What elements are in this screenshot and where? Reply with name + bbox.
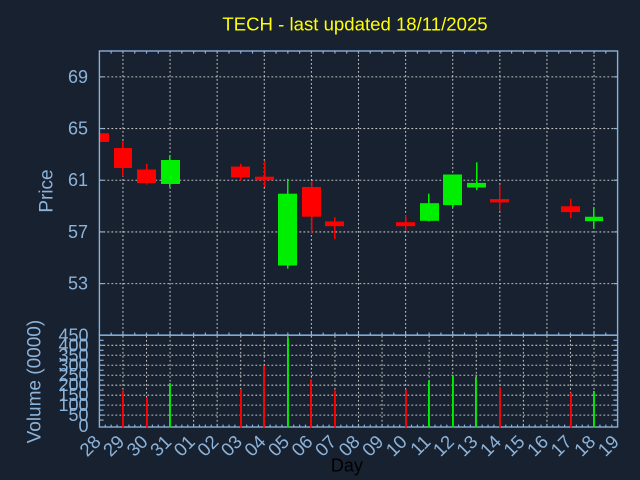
- svg-text:350: 350: [58, 345, 88, 365]
- svg-text:0: 0: [78, 416, 88, 436]
- svg-text:150: 150: [58, 385, 88, 405]
- svg-text:100: 100: [58, 395, 88, 415]
- svg-text:Price: Price: [37, 169, 58, 212]
- svg-text:Volume (0000): Volume (0000): [24, 320, 45, 444]
- svg-text:250: 250: [58, 365, 88, 385]
- svg-text:65: 65: [68, 119, 88, 139]
- svg-text:50: 50: [68, 405, 88, 425]
- svg-text:69: 69: [68, 67, 88, 87]
- svg-text:450: 450: [58, 325, 88, 345]
- svg-text:53: 53: [68, 274, 88, 294]
- svg-text:61: 61: [68, 170, 88, 190]
- svg-text:300: 300: [58, 355, 88, 375]
- svg-text:400: 400: [58, 335, 88, 355]
- svg-text:TECH - last updated 18/11/2025: TECH - last updated 18/11/2025: [222, 14, 487, 35]
- svg-text:200: 200: [58, 375, 88, 395]
- svg-text:57: 57: [68, 222, 88, 242]
- svg-text:Day: Day: [331, 456, 363, 476]
